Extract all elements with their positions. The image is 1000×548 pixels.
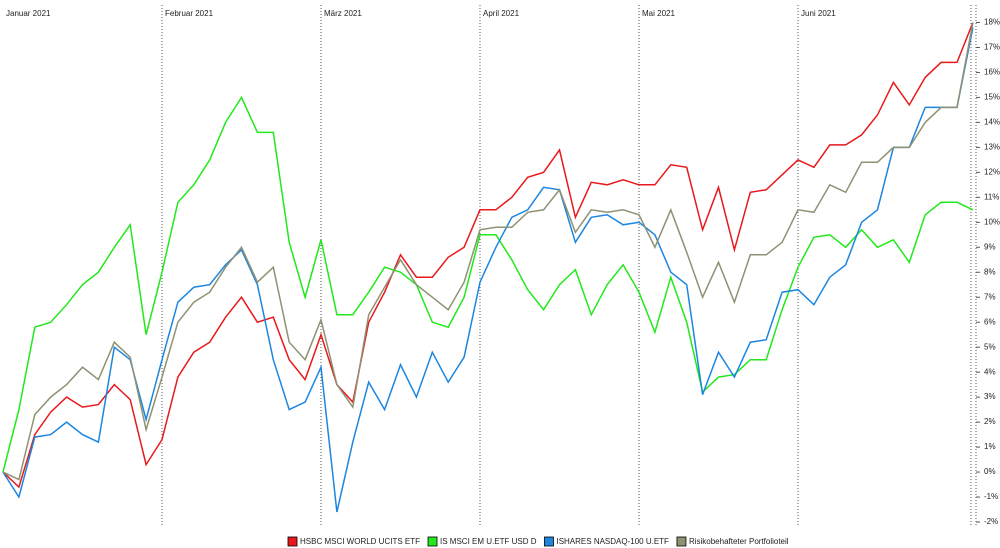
- x-tick-label: Januar 2021: [6, 9, 51, 18]
- x-tick-label: Februar 2021: [165, 9, 214, 18]
- y-tick-label: 7%: [984, 292, 996, 301]
- y-tick-label: 14%: [984, 117, 1000, 126]
- legend-swatch: [427, 536, 438, 547]
- y-tick-label: 5%: [984, 342, 996, 351]
- y-tick-label: 15%: [984, 93, 1000, 102]
- legend-label: Risikobehafteter Portfolioteil: [689, 537, 789, 546]
- y-tick-label: 13%: [984, 142, 1000, 151]
- legend-label: HSBC MSCI WORLD UCITS ETF: [300, 537, 420, 546]
- y-tick-label: 4%: [984, 367, 996, 376]
- legend-label: ISHARES NASDAQ-100 U.ETF: [556, 537, 669, 546]
- series-line: [2, 95, 974, 473]
- y-tick-label: 6%: [984, 317, 996, 326]
- y-tick-label: 11%: [984, 192, 999, 201]
- y-tick-label: -1%: [984, 492, 998, 501]
- series-line: [2, 27, 974, 513]
- x-tick-label: März 2021: [324, 9, 362, 18]
- y-tick-label: 18%: [984, 18, 1000, 27]
- y-tick-label: 0%: [984, 467, 996, 476]
- y-tick-label: 10%: [984, 217, 1000, 226]
- y-tick-label: 16%: [984, 68, 1000, 77]
- y-tick-label: 12%: [984, 167, 1000, 176]
- x-tick-label: Mai 2021: [642, 9, 675, 18]
- y-tick-label: -2%: [984, 517, 998, 526]
- series-line: [2, 22, 974, 489]
- y-tick-label: 9%: [984, 242, 996, 251]
- y-tick-label: 3%: [984, 392, 996, 401]
- legend-label: IS MSCI EM U.ETF USD D: [440, 537, 537, 546]
- x-tick-label: April 2021: [483, 9, 520, 18]
- legend-swatch: [676, 536, 687, 547]
- legend-swatch: [544, 536, 554, 547]
- y-tick-label: 17%: [984, 43, 1000, 52]
- x-tick-label: Juni 2021: [801, 9, 836, 18]
- y-tick-label: 2%: [984, 417, 996, 426]
- y-tick-label: 1%: [984, 442, 996, 451]
- y-tick-label: 8%: [984, 267, 996, 276]
- legend-swatch: [287, 536, 298, 547]
- series-line: [2, 22, 974, 481]
